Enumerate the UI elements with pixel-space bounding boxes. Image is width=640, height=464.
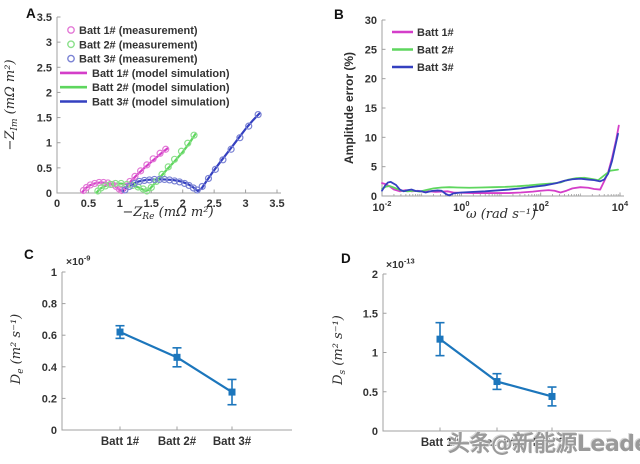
svg-text:2.5: 2.5 [206, 198, 221, 210]
svg-text:Batt 1#: Batt 1# [421, 437, 460, 449]
panel-d-ds-errorbar-chart: 0 0.5 1 1.5 2 Batt 1# Batt 2# Batt 3# ×10-13 Ds (… [331, 257, 611, 449]
svg-text:0.5: 0.5 [37, 163, 52, 175]
svg-text:Amplitude error (%): Amplitude error (%) [342, 52, 356, 164]
svg-text:Batt 1# (measurement): Batt 1# (measurement) [79, 25, 198, 37]
svg-text:Batt 2# (measurement): Batt 2# (measurement) [79, 39, 198, 51]
svg-text:0: 0 [371, 191, 377, 203]
svg-text:Batt 3#: Batt 3# [533, 437, 572, 449]
svg-text:Batt 2# (model simulation): Batt 2# (model simulation) [92, 82, 230, 94]
svg-text:0.5: 0.5 [363, 387, 378, 399]
series-batt-3 [381, 132, 619, 197]
svg-text:2.5: 2.5 [37, 62, 52, 74]
svg-text:2: 2 [46, 87, 52, 99]
svg-text:0: 0 [372, 426, 378, 438]
svg-text:Batt 2#: Batt 2# [478, 437, 517, 449]
svg-text:1.5: 1.5 [144, 198, 159, 210]
svg-text:3.5: 3.5 [269, 198, 284, 210]
svg-text:5: 5 [371, 162, 377, 174]
svg-text:Ds (m² s⁻¹): Ds (m² s⁻¹) [331, 315, 348, 386]
svg-text:Batt 3# (model simulation): Batt 3# (model simulation) [92, 97, 230, 109]
svg-text:0.6: 0.6 [42, 330, 57, 342]
series-batt-3-model-simulation [121, 112, 261, 194]
svg-text:2: 2 [180, 198, 186, 210]
legend: Batt 1# Batt 2# Batt 3# [392, 27, 454, 74]
series-batt-1-measurement [79, 145, 170, 195]
watermark-text: 头条@新能源Leader [448, 432, 640, 457]
svg-text:1: 1 [46, 138, 52, 150]
svg-text:10-2: 10-2 [373, 199, 392, 214]
errorbar-series [435, 321, 557, 407]
svg-text:3: 3 [46, 37, 52, 49]
svg-text:Batt 1# (model simulation): Batt 1# (model simulation) [92, 68, 230, 80]
svg-text:Batt 3#: Batt 3# [213, 436, 252, 448]
svg-text:Batt 2#: Batt 2# [158, 436, 197, 448]
panel-label-d: D [341, 251, 351, 266]
svg-text:Batt 1#: Batt 1# [417, 27, 454, 39]
panel-a-nyquist-chart: 0 0.5 1 1.5 2 2.5 3 3.5 0 0.5 1 1.5 2 2.5 3 3.5 Batt 1# … [3, 12, 285, 222]
series-batt-1 [381, 124, 620, 194]
svg-text:1: 1 [51, 267, 57, 279]
svg-text:0.8: 0.8 [42, 299, 57, 311]
panel-c-de-errorbar-chart: 0 0.2 0.4 0.6 0.8 1 Batt 1# Batt 2# Batt 3# ×10-9… [9, 254, 292, 448]
svg-text:Batt 2#: Batt 2# [417, 45, 454, 57]
svg-text:1: 1 [372, 348, 378, 360]
svg-text:15: 15 [365, 103, 377, 115]
svg-text:−ZRe (mΩ m²): −ZRe (mΩ m²) [122, 205, 213, 222]
svg-text:De (m² s⁻¹): De (m² s⁻¹) [9, 314, 26, 385]
svg-text:0: 0 [51, 425, 57, 437]
svg-text:×10-9: ×10-9 [66, 254, 90, 269]
svg-text:ω (rad s⁻¹): ω (rad s⁻¹) [466, 207, 536, 222]
svg-text:10: 10 [365, 132, 377, 144]
svg-text:1.5: 1.5 [37, 113, 52, 125]
svg-text:1.5: 1.5 [363, 308, 378, 320]
svg-text:100: 100 [453, 199, 469, 214]
series-batt-2 [381, 168, 619, 193]
svg-text:0: 0 [46, 188, 52, 200]
errorbar-series [115, 324, 237, 406]
svg-text:Batt 1#: Batt 1# [101, 436, 140, 448]
svg-text:−ZIm (mΩ m²): −ZIm (mΩ m²) [3, 59, 20, 150]
svg-text:Batt 3#: Batt 3# [417, 62, 454, 74]
svg-text:0: 0 [54, 198, 60, 210]
svg-text:102: 102 [532, 199, 548, 214]
svg-text:25: 25 [365, 44, 377, 56]
svg-text:3: 3 [243, 198, 249, 210]
svg-text:3.5: 3.5 [37, 12, 52, 24]
svg-text:104: 104 [612, 199, 629, 214]
svg-text:0.2: 0.2 [42, 393, 57, 405]
panel-label-b: B [334, 7, 344, 22]
legend: Batt 1# (measurement) Batt 2# (measuremen… [60, 25, 230, 109]
svg-text:20: 20 [365, 74, 377, 86]
svg-text:0.4: 0.4 [42, 362, 58, 374]
svg-text:30: 30 [365, 15, 377, 27]
svg-text:2: 2 [372, 269, 378, 281]
svg-text:1: 1 [117, 198, 123, 210]
series-batt-3-measurement [121, 110, 262, 194]
panel-label-a: A [26, 6, 36, 21]
svg-text:Batt 3# (measurement): Batt 3# (measurement) [79, 54, 198, 66]
svg-text:×10-13: ×10-13 [386, 257, 415, 272]
svg-text:0.5: 0.5 [81, 198, 96, 210]
panel-label-c: C [24, 247, 34, 262]
